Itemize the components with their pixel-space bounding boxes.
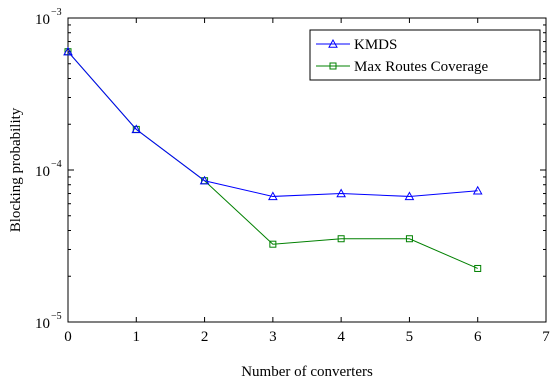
y-tick-label-base: 10 [35, 164, 50, 180]
data-point-max-routes-coverage [269, 240, 277, 248]
y-tick-label-base: 10 [35, 316, 50, 332]
y-tick-label-base: 10 [35, 12, 50, 28]
x-tick-label: 5 [406, 329, 414, 345]
x-tick-label: 0 [64, 329, 72, 345]
legend-marker [328, 38, 338, 48]
legend-label: Max Routes Coverage [354, 59, 488, 75]
series-max-routes-coverage [64, 48, 482, 272]
legend-entry-kmds: KMDS [316, 37, 397, 53]
x-axis-label: Number of converters [241, 364, 373, 380]
legend-entry-max-routes-coverage: Max Routes Coverage [316, 59, 488, 75]
axis-ticks: 0 1 2 3 4 5 6 710−310−410−5 [35, 7, 550, 345]
data-point-max-routes-coverage [405, 235, 413, 243]
y-axis-label: Blocking probability [8, 107, 24, 232]
y-tick-label-exponent: −4 [51, 159, 62, 170]
legend-label: KMDS [354, 37, 397, 53]
x-tick-label: 1 [133, 329, 141, 345]
series-line-kmds [67, 51, 478, 197]
y-tick-label-exponent: −3 [51, 7, 62, 18]
data-point-kmds [404, 191, 415, 201]
data-point-kmds [472, 185, 483, 195]
x-tick-label: 7 [542, 329, 550, 345]
data-point-kmds [268, 191, 278, 201]
legend-marker [329, 62, 337, 70]
legend: KMDS Max Routes Coverage [309, 29, 541, 81]
x-tick-label: 3 [269, 329, 277, 345]
legend-box [309, 29, 541, 81]
x-tick-label: 4 [337, 329, 345, 345]
data-point-kmds [199, 175, 210, 185]
data-point-kmds [336, 188, 346, 198]
data-point-kmds [63, 46, 73, 56]
x-tick-label: 6 [474, 329, 482, 345]
data-point-kmds [131, 124, 142, 134]
data-point-max-routes-coverage [337, 235, 345, 243]
series-line-max-routes-coverage [67, 51, 478, 269]
y-tick-label-exponent: −5 [51, 311, 62, 322]
series-kmds [63, 46, 483, 201]
x-tick-label: 2 [201, 329, 209, 345]
series-layer [63, 46, 483, 272]
data-point-max-routes-coverage [474, 264, 482, 272]
